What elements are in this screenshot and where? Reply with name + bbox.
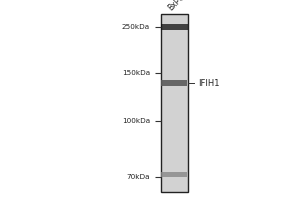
Bar bbox=[161, 172, 187, 177]
Text: 250kDa: 250kDa bbox=[122, 24, 150, 30]
Bar bbox=[160, 14, 188, 192]
Text: IFIH1: IFIH1 bbox=[198, 78, 220, 88]
Text: 150kDa: 150kDa bbox=[122, 70, 150, 76]
Text: 100kDa: 100kDa bbox=[122, 118, 150, 124]
Text: 70kDa: 70kDa bbox=[127, 174, 150, 180]
Bar bbox=[161, 80, 187, 86]
Text: BxPC-3: BxPC-3 bbox=[166, 0, 192, 12]
Bar bbox=[160, 24, 188, 29]
